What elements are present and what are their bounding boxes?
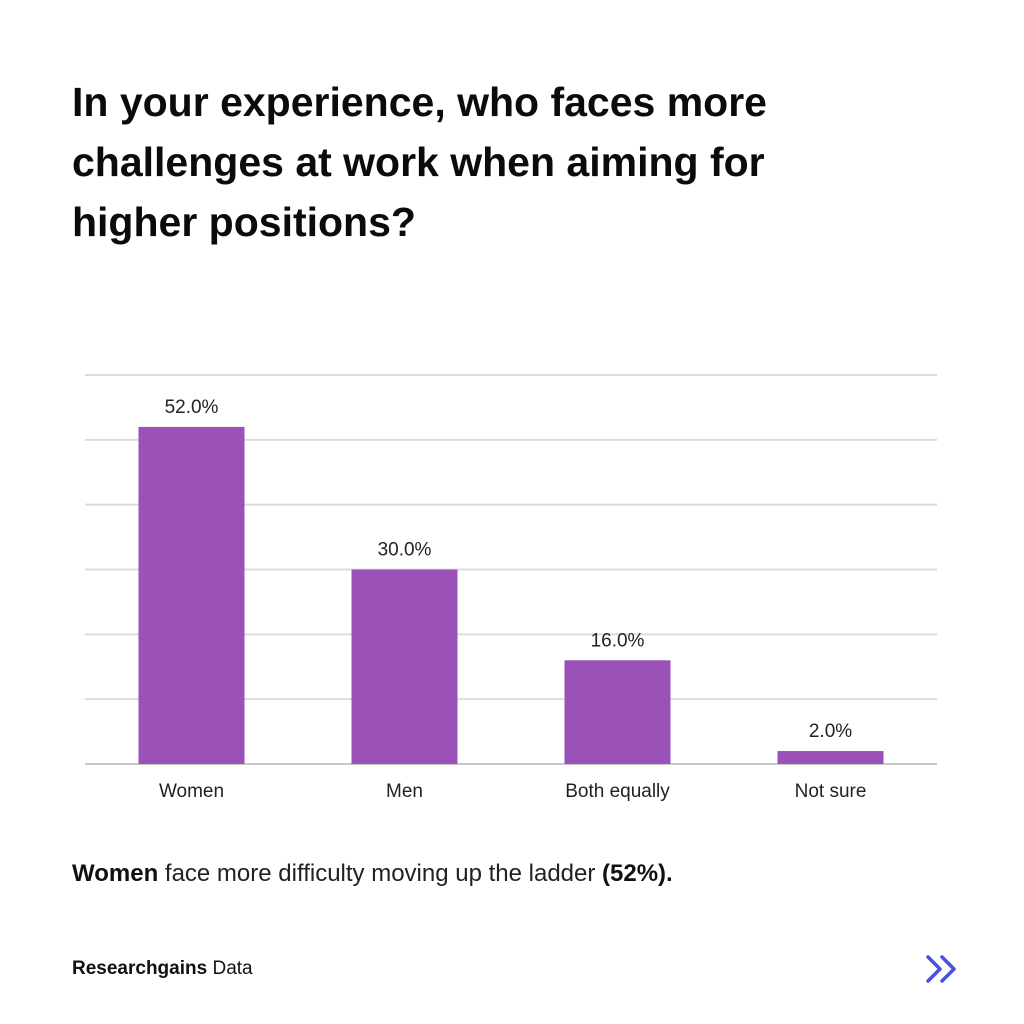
data-label: 2.0% — [809, 721, 852, 742]
summary-body: face more difficulty moving up the ladde… — [158, 860, 603, 887]
data-label: 16.0% — [591, 630, 645, 651]
bar-not-sure — [777, 751, 884, 764]
bar-men — [351, 569, 458, 764]
data-label: 52.0% — [165, 397, 219, 418]
x-tick-label: Women — [159, 781, 224, 802]
brand-suffix: Data — [207, 958, 253, 979]
summary-text: Women face more difficulty moving up the… — [72, 860, 673, 888]
page-title: In your experience, who faces more chall… — [72, 79, 767, 245]
brand-name: Researchgains — [72, 958, 208, 979]
footer-credit: Researchgains Data — [72, 958, 253, 980]
x-tick-label: Not sure — [795, 781, 867, 802]
bar-women — [138, 426, 245, 764]
data-label: 30.0% — [378, 540, 432, 561]
x-tick-label: Both equally — [565, 781, 670, 802]
summary-lead: Women — [72, 860, 159, 887]
bar-both-equally — [564, 660, 671, 764]
summary-tail: (52%). — [602, 860, 673, 887]
x-tick-label: Men — [386, 781, 423, 802]
double-chevron-right-icon[interactable] — [922, 952, 962, 986]
